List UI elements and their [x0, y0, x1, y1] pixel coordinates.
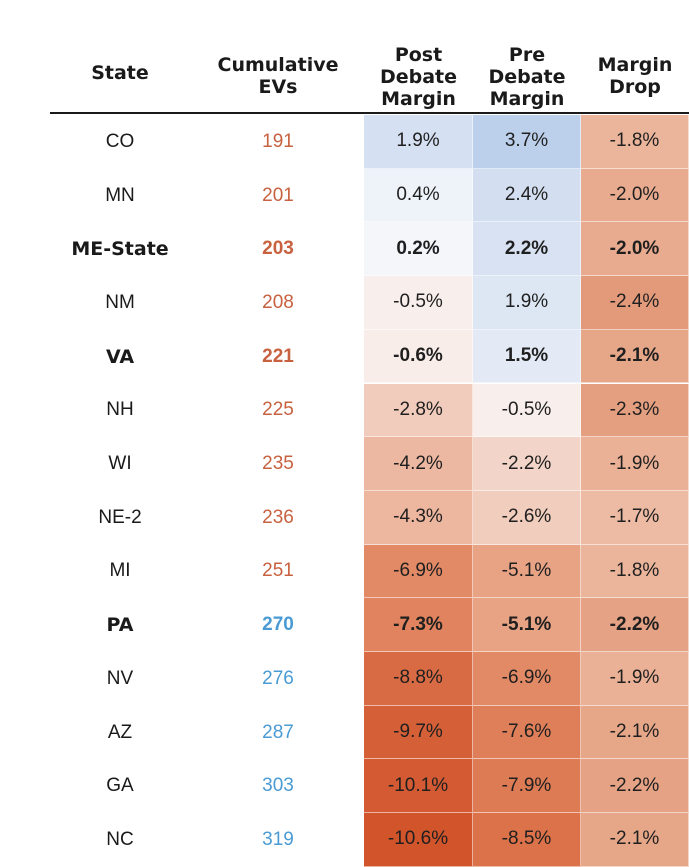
cell-pre-debate-margin: 1.9%: [473, 276, 581, 330]
cell-margin-drop: -1.8%: [581, 544, 689, 599]
cell-cumulative-evs: 191: [262, 130, 294, 152]
table-row: MN 201 0.4% 2.4% -2.0%: [0, 168, 689, 223]
cell-pre-debate-margin: -7.6%: [473, 705, 581, 760]
cell-cumulative-evs: 270: [262, 614, 294, 636]
cell-post-debate-margin: -4.2%: [364, 437, 473, 491]
cell-state: MI: [109, 560, 131, 582]
cell-post-debate-margin: 0.2%: [364, 222, 473, 277]
header-post-debate-margin: Post Debate Margin: [379, 44, 458, 110]
cell-post-debate-margin: -9.7%: [364, 705, 473, 760]
table-row: GA 303 -10.1% -7.9% -2.2%: [0, 759, 689, 814]
cell-pre-debate-margin: -2.6%: [473, 490, 581, 545]
cell-pre-debate-margin: -0.5%: [473, 383, 581, 438]
cell-post-debate-margin: -2.8%: [364, 383, 473, 438]
table-row: NV 276 -8.8% -6.9% -1.9%: [0, 652, 689, 706]
cell-margin-drop: -2.3%: [581, 383, 689, 438]
cell-pre-debate-margin: -6.9%: [473, 652, 581, 706]
cell-cumulative-evs: 319: [262, 828, 294, 850]
table-row: AZ 287 -9.7% -7.6% -2.1%: [0, 705, 689, 760]
cell-post-debate-margin: -8.8%: [364, 652, 473, 706]
cell-state: NE-2: [98, 506, 142, 528]
cell-margin-drop: -2.1%: [581, 813, 689, 867]
cell-state: NC: [106, 828, 134, 850]
cell-margin-drop: -2.2%: [581, 598, 689, 652]
cell-pre-debate-margin: 2.2%: [473, 222, 581, 277]
table-header: State Cumulative EVs Post Debate Margin …: [0, 0, 689, 113]
header-margin-drop: Margin Drop: [597, 54, 673, 98]
cell-cumulative-evs: 251: [262, 560, 294, 582]
cell-margin-drop: -2.4%: [581, 276, 689, 330]
table-row: NC 319 -10.6% -8.5% -2.1%: [0, 813, 689, 867]
header-state: State: [91, 62, 149, 84]
table-row: CO 191 1.9% 3.7% -1.8%: [0, 115, 689, 169]
cell-state: PA: [106, 614, 134, 637]
cell-margin-drop: -2.1%: [581, 705, 689, 760]
header-divider: [50, 112, 689, 114]
cell-state: WI: [108, 453, 132, 475]
cell-cumulative-evs: 235: [262, 453, 294, 475]
table-row: PA 270 -7.3% -5.1% -2.2%: [0, 598, 689, 652]
cell-pre-debate-margin: -5.1%: [473, 544, 581, 599]
cell-post-debate-margin: -0.6%: [364, 329, 473, 384]
cell-post-debate-margin: 0.4%: [364, 168, 473, 223]
cell-pre-debate-margin: -7.9%: [473, 759, 581, 814]
cell-state: MN: [105, 184, 135, 206]
cell-cumulative-evs: 225: [262, 399, 294, 421]
cell-margin-drop: -2.1%: [581, 329, 689, 384]
cell-margin-drop: -1.7%: [581, 490, 689, 545]
cell-pre-debate-margin: -5.1%: [473, 598, 581, 652]
header-cumulative-evs: Cumulative EVs: [217, 54, 339, 98]
cell-post-debate-margin: -10.6%: [364, 813, 473, 867]
table-row: NM 208 -0.5% 1.9% -2.4%: [0, 276, 689, 330]
cell-margin-drop: -1.9%: [581, 652, 689, 706]
cell-post-debate-margin: 1.9%: [364, 115, 473, 169]
cell-cumulative-evs: 221: [262, 345, 294, 367]
cell-cumulative-evs: 287: [262, 721, 294, 743]
cell-cumulative-evs: 303: [262, 775, 294, 797]
cell-state: VA: [105, 345, 135, 368]
cell-state: AZ: [107, 721, 133, 743]
cell-state: NH: [106, 399, 134, 421]
cell-margin-drop: -1.8%: [581, 115, 689, 169]
cell-state: CO: [105, 130, 135, 152]
cell-margin-drop: -2.0%: [581, 222, 689, 277]
cell-cumulative-evs: 276: [262, 667, 294, 689]
table-row: MI 251 -6.9% -5.1% -1.8%: [0, 544, 689, 599]
cell-post-debate-margin: -0.5%: [364, 276, 473, 330]
table-row: VA 221 -0.6% 1.5% -2.1%: [0, 329, 689, 384]
table-row: NE-2 236 -4.3% -2.6% -1.7%: [0, 490, 689, 545]
cell-margin-drop: -1.9%: [581, 437, 689, 491]
cell-pre-debate-margin: -2.2%: [473, 437, 581, 491]
cell-state: NV: [106, 667, 134, 689]
cell-post-debate-margin: -6.9%: [364, 544, 473, 599]
cell-margin-drop: -2.0%: [581, 168, 689, 223]
cell-state: NM: [105, 291, 135, 313]
cell-post-debate-margin: -10.1%: [364, 759, 473, 814]
cell-pre-debate-margin: 2.4%: [473, 168, 581, 223]
cell-post-debate-margin: -4.3%: [364, 490, 473, 545]
cell-cumulative-evs: 203: [262, 238, 294, 260]
cell-post-debate-margin: -7.3%: [364, 598, 473, 652]
cell-pre-debate-margin: 3.7%: [473, 115, 581, 169]
cell-margin-drop: -2.2%: [581, 759, 689, 814]
header-pre-debate-margin: Pre Debate Margin: [488, 44, 566, 110]
cell-pre-debate-margin: 1.5%: [473, 329, 581, 384]
cell-cumulative-evs: 236: [262, 506, 294, 528]
cell-cumulative-evs: 208: [262, 291, 294, 313]
table-row: ME-State 203 0.2% 2.2% -2.0%: [0, 222, 689, 277]
table-row: WI 235 -4.2% -2.2% -1.9%: [0, 437, 689, 491]
cell-pre-debate-margin: -8.5%: [473, 813, 581, 867]
cell-cumulative-evs: 201: [262, 184, 294, 206]
cell-state: ME-State: [71, 238, 169, 261]
table-row: NH 225 -2.8% -0.5% -2.3%: [0, 383, 689, 438]
cell-state: GA: [106, 775, 134, 797]
